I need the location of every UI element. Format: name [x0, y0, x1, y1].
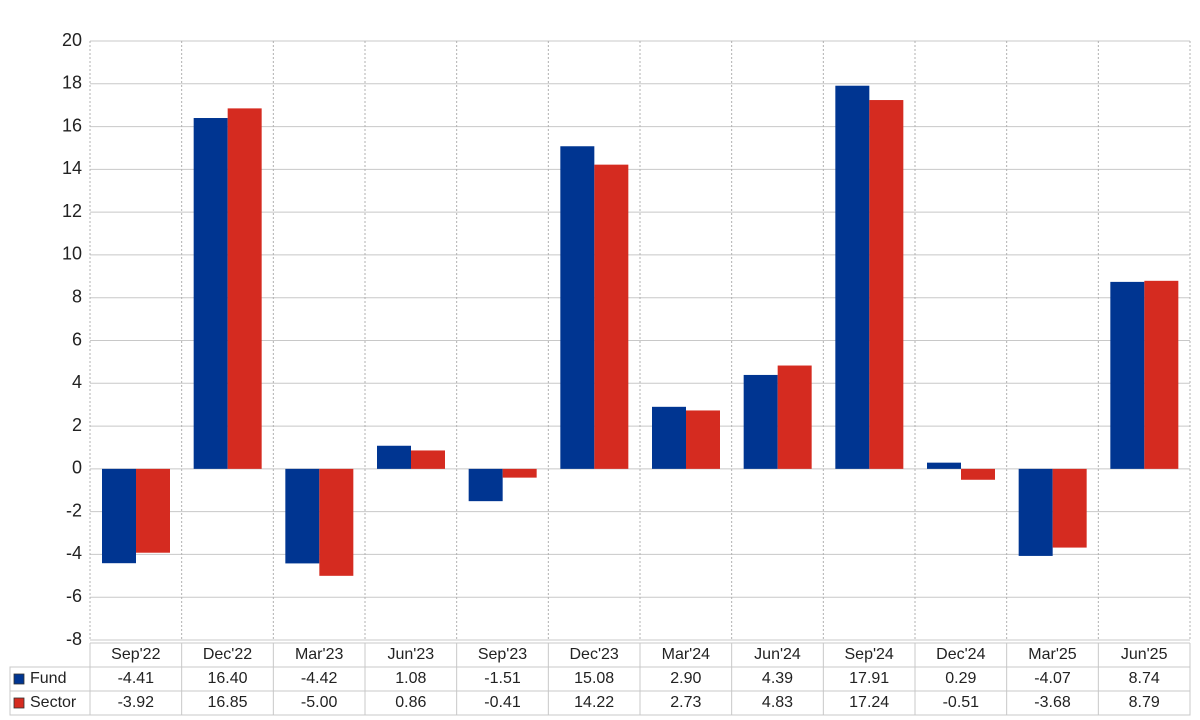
bar: [961, 468, 995, 480]
value-label: 14.22: [574, 694, 614, 711]
bar: [319, 468, 354, 576]
bar: [1144, 280, 1179, 469]
bar: [285, 468, 320, 564]
value-label: -1.51: [484, 670, 521, 687]
value-label: 2.73: [670, 694, 701, 711]
y-tick-label: -2: [66, 500, 82, 520]
x-tick-label: Jun'23: [388, 646, 435, 663]
value-label: 0.29: [945, 670, 976, 687]
value-label: 17.24: [849, 694, 889, 711]
y-tick-label: -6: [66, 586, 82, 606]
y-tick-label: 14: [62, 158, 82, 178]
value-label: -4.42: [301, 670, 338, 687]
value-label: -5.00: [301, 694, 338, 711]
bar: [869, 100, 904, 469]
legend-swatch: [13, 697, 25, 709]
bar: [193, 118, 228, 469]
value-label: 8.74: [1129, 670, 1160, 687]
value-label: 2.90: [670, 670, 701, 687]
x-tick-label: Mar'25: [1028, 646, 1077, 663]
bar: [1110, 281, 1145, 469]
value-label: -4.07: [1034, 670, 1071, 687]
bar: [594, 164, 629, 469]
bar: [1018, 468, 1053, 556]
bar: [652, 406, 686, 469]
y-tick-label: 18: [62, 73, 82, 93]
bar: [835, 85, 870, 469]
bar: [743, 374, 778, 469]
y-tick-label: 16: [62, 115, 82, 135]
bar: [227, 108, 262, 469]
y-tick-label: -8: [66, 629, 82, 649]
bar: [377, 445, 411, 469]
bar: [136, 468, 170, 553]
y-tick-label: 2: [72, 415, 82, 435]
legend-label: Sector: [30, 694, 77, 711]
value-label: 16.85: [207, 694, 247, 711]
x-tick-label: Dec'24: [936, 646, 985, 663]
legend-swatch: [13, 673, 25, 685]
bar: [102, 468, 136, 564]
y-tick-label: 4: [72, 372, 82, 392]
value-label: 17.91: [849, 670, 889, 687]
value-label: -4.41: [118, 670, 155, 687]
bar: [560, 146, 595, 469]
value-label: -0.41: [484, 694, 521, 711]
y-tick-label: 8: [72, 286, 82, 306]
bar: [468, 468, 503, 502]
x-tick-label: Jun'24: [754, 646, 801, 663]
y-tick-label: 6: [72, 329, 82, 349]
value-label: -3.92: [118, 694, 155, 711]
x-tick-label: Dec'23: [570, 646, 619, 663]
x-tick-label: Mar'23: [295, 646, 344, 663]
value-label: 1.08: [395, 670, 426, 687]
bar: [411, 450, 445, 469]
y-tick-label: 0: [72, 458, 82, 478]
x-tick-label: Sep'22: [111, 646, 160, 663]
x-tick-label: Jun'25: [1121, 646, 1168, 663]
y-tick-label: 12: [62, 201, 82, 221]
x-tick-label: Mar'24: [662, 646, 711, 663]
value-label: 8.79: [1129, 694, 1160, 711]
value-label: 0.86: [395, 694, 426, 711]
x-tick-label: Sep'23: [478, 646, 527, 663]
x-tick-label: Dec'22: [203, 646, 252, 663]
value-label: -3.68: [1034, 694, 1071, 711]
value-label: 4.39: [762, 670, 793, 687]
legend-label: Fund: [30, 670, 66, 687]
bar: [777, 365, 812, 469]
value-label: 4.83: [762, 694, 793, 711]
value-label: -0.51: [943, 694, 980, 711]
value-label: 16.40: [207, 670, 247, 687]
x-tick-label: Sep'24: [845, 646, 894, 663]
y-tick-label: 20: [62, 30, 82, 50]
value-label: 15.08: [574, 670, 614, 687]
bar: [686, 410, 720, 469]
bar: [1052, 468, 1087, 548]
bar: [927, 462, 961, 469]
y-tick-label: 10: [62, 244, 82, 264]
bar: [502, 468, 537, 478]
y-tick-label: -4: [66, 543, 82, 563]
